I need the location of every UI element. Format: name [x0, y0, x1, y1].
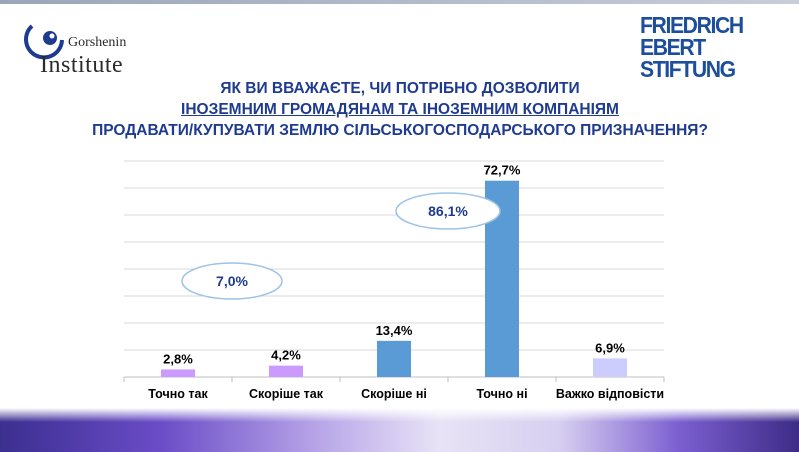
- bar-1: [161, 369, 195, 377]
- group-total-label-1: 7,0%: [216, 273, 248, 289]
- data-label-2: 4,2%: [271, 348, 301, 363]
- logo-right-line3: STIFTUNG: [640, 56, 736, 82]
- data-label-5: 6,9%: [595, 340, 625, 355]
- group-total-ellipse-2: [395, 192, 501, 230]
- title-line1: ЯК ВИ ВВАЖАЄТЕ, ЧИ ПОТРІБНО ДОЗВОЛИТИ: [220, 80, 580, 97]
- title-line2: ІНОЗЕМНИМ ГРОМАДЯНАМ ТА ІНОЗЕМНИМ КОМПАН…: [181, 101, 619, 118]
- logo-left-line2: Institute: [40, 52, 124, 78]
- category-label-3: Скоріше ні: [361, 387, 427, 401]
- category-label-1: Точно так: [148, 387, 208, 401]
- title-line3: ПРОДАВАТИ/КУПУВАТИ ЗЕМЛЮ СІЛЬСЬКОГОСПОДА…: [92, 122, 708, 139]
- chart-title: ЯК ВИ ВВАЖАЄТЕ, ЧИ ПОТРІБНО ДОЗВОЛИТИ ІН…: [60, 78, 740, 141]
- gorshenin-institute-logo: Gorshenin Institute: [10, 20, 160, 80]
- group-total-label-2: 86,1%: [428, 203, 468, 219]
- friedrich-ebert-stiftung-logo: FRIEDRICH EBERT STIFTUNG: [640, 12, 769, 82]
- category-label-2: Скоріше так: [249, 387, 324, 401]
- data-label-4: 72,7%: [484, 163, 521, 178]
- logo-right-line2: EBERT: [640, 34, 706, 60]
- bar-2: [269, 365, 303, 377]
- data-label-1: 2,8%: [163, 351, 193, 366]
- bar-3: [377, 340, 411, 377]
- group-total-ellipse-1: [181, 262, 283, 300]
- eye-icon: [24, 24, 64, 60]
- logo-right-line1: FRIEDRICH: [640, 12, 744, 38]
- bar-5: [593, 358, 627, 377]
- category-label-5: Важко відповісти: [556, 387, 664, 401]
- logo-left-line1: Gorshenin: [68, 35, 127, 50]
- top-bar: [0, 0, 799, 4]
- data-label-3: 13,4%: [376, 323, 413, 338]
- category-label-4: Точно ні: [476, 387, 527, 401]
- footer-band: [0, 408, 799, 452]
